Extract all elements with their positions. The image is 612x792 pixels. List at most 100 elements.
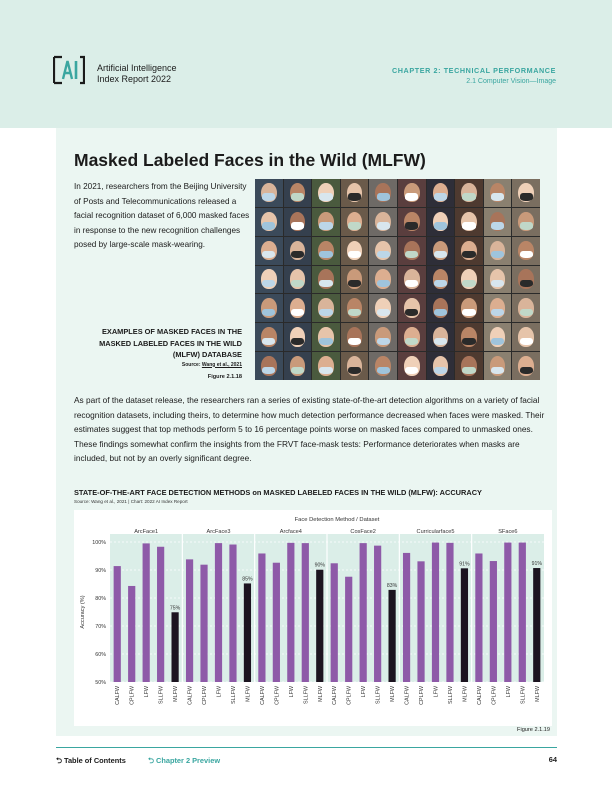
x-tick-label: MLFW — [390, 685, 396, 702]
group-label: ArcFace3 — [207, 529, 231, 535]
return-arrow-icon: ⮌ — [148, 756, 156, 765]
figure-caption-title: EXAMPLES OF MASKED FACES IN THE MASKED L… — [99, 327, 242, 359]
face-thumbnail — [255, 352, 283, 380]
y-tick-label: 80% — [95, 596, 106, 602]
chart-title: STATE-OF-THE-ART FACE DETECTION METHODS … — [74, 488, 482, 497]
face-mask — [433, 280, 447, 288]
bar — [533, 568, 541, 682]
ai-index-logo — [53, 55, 85, 85]
face-mask — [462, 193, 476, 201]
face-thumbnail — [512, 294, 540, 323]
chapter-preview-link[interactable]: ⮌ Chapter 2 Preview — [148, 755, 220, 768]
bar — [417, 561, 425, 682]
face-thumbnail — [369, 352, 397, 380]
face-mask — [290, 337, 304, 345]
bar — [113, 566, 121, 682]
bar — [518, 542, 526, 682]
face-mask — [262, 251, 276, 259]
face-mask — [490, 280, 505, 288]
x-tick-label: CALFW — [332, 685, 338, 705]
face-mask — [376, 193, 390, 201]
x-tick-label: CPLFW — [202, 685, 208, 705]
x-tick-label: CALFW — [188, 685, 194, 705]
page-footer: ⮌ Table of Contents ⮌ Chapter 2 Preview … — [56, 747, 557, 765]
face-mask — [290, 280, 304, 288]
y-tick-label: 70% — [95, 624, 106, 630]
figure-label-1: Figure 2.1.18 — [207, 374, 242, 380]
x-tick-label: LFW — [434, 685, 440, 697]
body-paragraph: As part of the dataset release, the rese… — [74, 395, 545, 464]
data-label: 90% — [315, 563, 326, 569]
face-thumbnail — [512, 265, 540, 294]
face-mask — [519, 280, 533, 288]
face-thumbnail — [283, 265, 312, 294]
bar — [243, 583, 252, 682]
face-mask — [433, 308, 447, 317]
face-mask — [347, 222, 362, 230]
face-thumbnail — [512, 236, 540, 265]
face-mask — [405, 251, 419, 259]
face-thumbnail — [398, 207, 426, 236]
source-link[interactable]: Wang et al., 2021 — [201, 361, 242, 368]
x-tick-label: CALFW — [115, 685, 121, 705]
face-thumbnail — [512, 352, 540, 380]
x-tick-label: LFW — [144, 685, 150, 697]
face-mask — [290, 366, 304, 374]
bar — [446, 542, 454, 682]
bar — [345, 576, 353, 682]
x-tick-label: SLLFW — [448, 685, 454, 704]
face-thumbnail — [340, 352, 369, 380]
face-mask — [290, 222, 304, 230]
face-mask — [519, 366, 533, 374]
face-thumbnail — [369, 294, 397, 323]
x-tick-label: LFW — [289, 685, 295, 697]
face-mask — [376, 366, 390, 374]
face-mask — [319, 251, 333, 259]
face-thumbnail — [512, 179, 540, 207]
face-mask — [490, 251, 505, 259]
table-of-contents-link[interactable]: ⮌ Table of Contents — [56, 755, 126, 768]
face-mask — [376, 337, 390, 345]
face-thumbnail — [369, 265, 397, 294]
chart-source: Source: Wang et al., 2021 | Chart: 2022 … — [74, 499, 188, 504]
x-tick-label: CALFW — [477, 685, 483, 705]
bar — [142, 543, 150, 682]
face-thumbnail — [483, 179, 512, 207]
face-thumbnail — [483, 207, 512, 236]
group-label: ArcFace1 — [134, 529, 158, 535]
face-mask — [405, 308, 419, 317]
face-thumbnail — [255, 323, 283, 352]
face-mask — [405, 222, 419, 230]
face-thumbnail — [369, 179, 397, 207]
face-mask — [490, 366, 505, 374]
face-thumbnail — [398, 265, 426, 294]
face-mask — [433, 337, 447, 345]
face-mask — [405, 280, 419, 288]
face-thumbnail — [398, 179, 426, 207]
face-mask — [462, 222, 476, 230]
bar — [316, 569, 324, 682]
x-tick-label: MLFW — [245, 685, 251, 702]
face-mask — [319, 280, 333, 288]
bar — [214, 543, 223, 682]
face-thumbnail — [398, 294, 426, 323]
face-thumbnail — [512, 323, 540, 352]
bar — [504, 542, 512, 682]
face-mask — [462, 251, 476, 259]
figure-source: Source: Wang et al., 2021 — [74, 362, 242, 368]
x-tick-label: SLLFW — [520, 685, 526, 704]
bar — [258, 553, 266, 682]
face-thumbnail — [255, 265, 283, 294]
face-mask — [319, 193, 333, 201]
report-brand: Artificial Intelligence Index Report 202… — [97, 63, 177, 85]
x-tick-label: CALFW — [260, 685, 266, 705]
group-label: Curricularface5 — [417, 529, 455, 535]
bar — [359, 543, 367, 682]
face-thumbnail — [312, 265, 340, 294]
face-mask — [262, 337, 276, 345]
face-mask — [290, 193, 304, 201]
face-mask — [347, 337, 362, 345]
x-tick-label: SLLFW — [231, 685, 237, 704]
face-thumbnail — [483, 323, 512, 352]
bar — [185, 559, 194, 682]
